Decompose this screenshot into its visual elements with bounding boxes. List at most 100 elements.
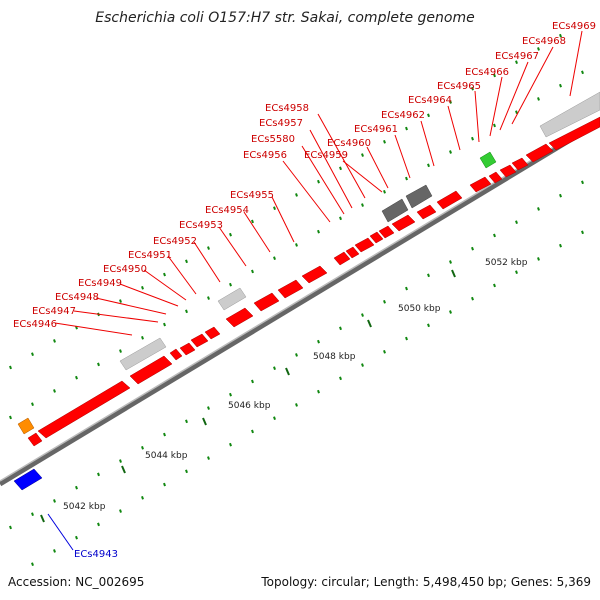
- guide-dot: [53, 339, 56, 343]
- gene-arrow: [488, 171, 503, 184]
- gene-arrow: [204, 326, 221, 340]
- gene-arrow: [525, 143, 554, 163]
- dark-feature: [405, 184, 433, 209]
- guide-dot: [559, 33, 562, 38]
- gene-label-ecs4951: ECs4951: [128, 250, 172, 261]
- guide-dot: [537, 207, 540, 211]
- guide-dot: [559, 243, 562, 248]
- guide-dot: [207, 456, 210, 460]
- leader-line: [54, 322, 133, 336]
- guide-dot: [383, 350, 386, 354]
- leader-line: [218, 226, 247, 267]
- guide-dot: [97, 522, 100, 527]
- guide-dot: [9, 415, 12, 420]
- leader-line: [447, 105, 461, 151]
- guide-dot: [427, 163, 430, 168]
- guide-dot: [53, 389, 56, 393]
- gene-arrow: [345, 246, 360, 259]
- leader-line: [193, 241, 221, 283]
- forward-features: [27, 116, 600, 447]
- gene-label-ecs4957: ECs4957: [259, 118, 303, 129]
- tick-mark: [367, 319, 372, 328]
- guide-dot: [207, 246, 210, 250]
- guide-dot: [515, 270, 518, 274]
- gene-arrow: [169, 348, 183, 361]
- rna-feature: [119, 337, 167, 371]
- leader-line: [342, 160, 383, 193]
- guide-dot: [449, 310, 452, 314]
- guide-dot: [449, 260, 452, 264]
- guide-dot: [471, 296, 474, 301]
- gene-label-ecs4953: ECs4953: [179, 220, 223, 231]
- guide-dot: [273, 256, 276, 261]
- other-features: [13, 91, 600, 491]
- gene-arrow: [179, 342, 196, 356]
- guide-dot: [185, 419, 188, 424]
- guide-dot: [229, 282, 232, 287]
- green-feature: [479, 151, 497, 169]
- guide-dot: [185, 259, 188, 264]
- gene-label-ecs4964: ECs4964: [408, 95, 452, 106]
- guide-dot: [449, 150, 452, 154]
- leader-line: [95, 297, 167, 315]
- guide-dot: [581, 230, 584, 235]
- guide-dot: [31, 512, 34, 517]
- tick-mark: [451, 269, 456, 278]
- gene-arrow: [511, 157, 529, 171]
- guide-dot: [427, 323, 430, 328]
- guide-dot: [141, 446, 144, 450]
- guide-dot: [251, 269, 254, 274]
- guide-dot: [361, 203, 364, 207]
- tick-label-5050: 5050 kbp: [398, 304, 441, 314]
- gene-arrow: [27, 432, 43, 447]
- leader-line: [499, 61, 529, 131]
- guide-dot: [185, 469, 188, 474]
- map-title: Escherichia coli O157:H7 str. Sakai, com…: [95, 10, 474, 26]
- guide-dot: [141, 286, 144, 290]
- guide-dot: [405, 336, 408, 341]
- leader-line: [511, 46, 554, 125]
- guide-dot: [317, 339, 320, 344]
- rna-feature: [217, 287, 247, 311]
- gene-label-ecs4958: ECs4958: [265, 103, 309, 114]
- guide-dot: [251, 429, 254, 434]
- leader-line: [301, 145, 345, 215]
- guide-dot: [339, 216, 342, 221]
- gene-label-ecs4965: ECs4965: [437, 81, 481, 92]
- tick-label-5042: 5042 kbp: [63, 502, 106, 512]
- gene-label-ecs4946: ECs4946: [13, 319, 57, 330]
- gene-label-ecs4959: ECs4959: [304, 150, 348, 161]
- guide-rings: [9, 33, 584, 567]
- guide-dot: [141, 336, 144, 340]
- gene-label-ecs4954: ECs4954: [205, 205, 249, 216]
- guide-dot: [31, 562, 34, 567]
- guide-dot: [471, 86, 474, 91]
- gene-label-ecs4943: ECs4943: [74, 549, 118, 560]
- guide-dot: [383, 140, 386, 144]
- guide-dot: [493, 123, 496, 128]
- gene-arrow: [301, 265, 328, 284]
- leader-line: [420, 120, 435, 167]
- gene-label-ecs4947: ECs4947: [32, 306, 76, 317]
- guide-dot: [383, 300, 386, 304]
- gene-arrow: [37, 380, 131, 439]
- guide-dot: [163, 432, 166, 437]
- guide-dot: [75, 535, 78, 540]
- guide-dot: [207, 406, 210, 410]
- guide-dot: [339, 166, 342, 171]
- gene-arrow: [277, 279, 304, 299]
- gene-arrow: [369, 231, 384, 244]
- guide-dot: [317, 229, 320, 234]
- tick-label-5048: 5048 kbp: [313, 352, 356, 362]
- leader-line: [569, 30, 583, 97]
- guide-dot: [581, 180, 584, 185]
- leader-line: [271, 196, 295, 243]
- guide-dot: [515, 60, 518, 64]
- guide-dot: [581, 70, 584, 75]
- leader-line: [366, 146, 389, 189]
- label-leader-lines: [54, 30, 583, 336]
- guide-dot: [449, 100, 452, 104]
- guide-dot: [537, 47, 540, 51]
- guide-dot: [361, 153, 364, 157]
- guide-dot: [493, 73, 496, 78]
